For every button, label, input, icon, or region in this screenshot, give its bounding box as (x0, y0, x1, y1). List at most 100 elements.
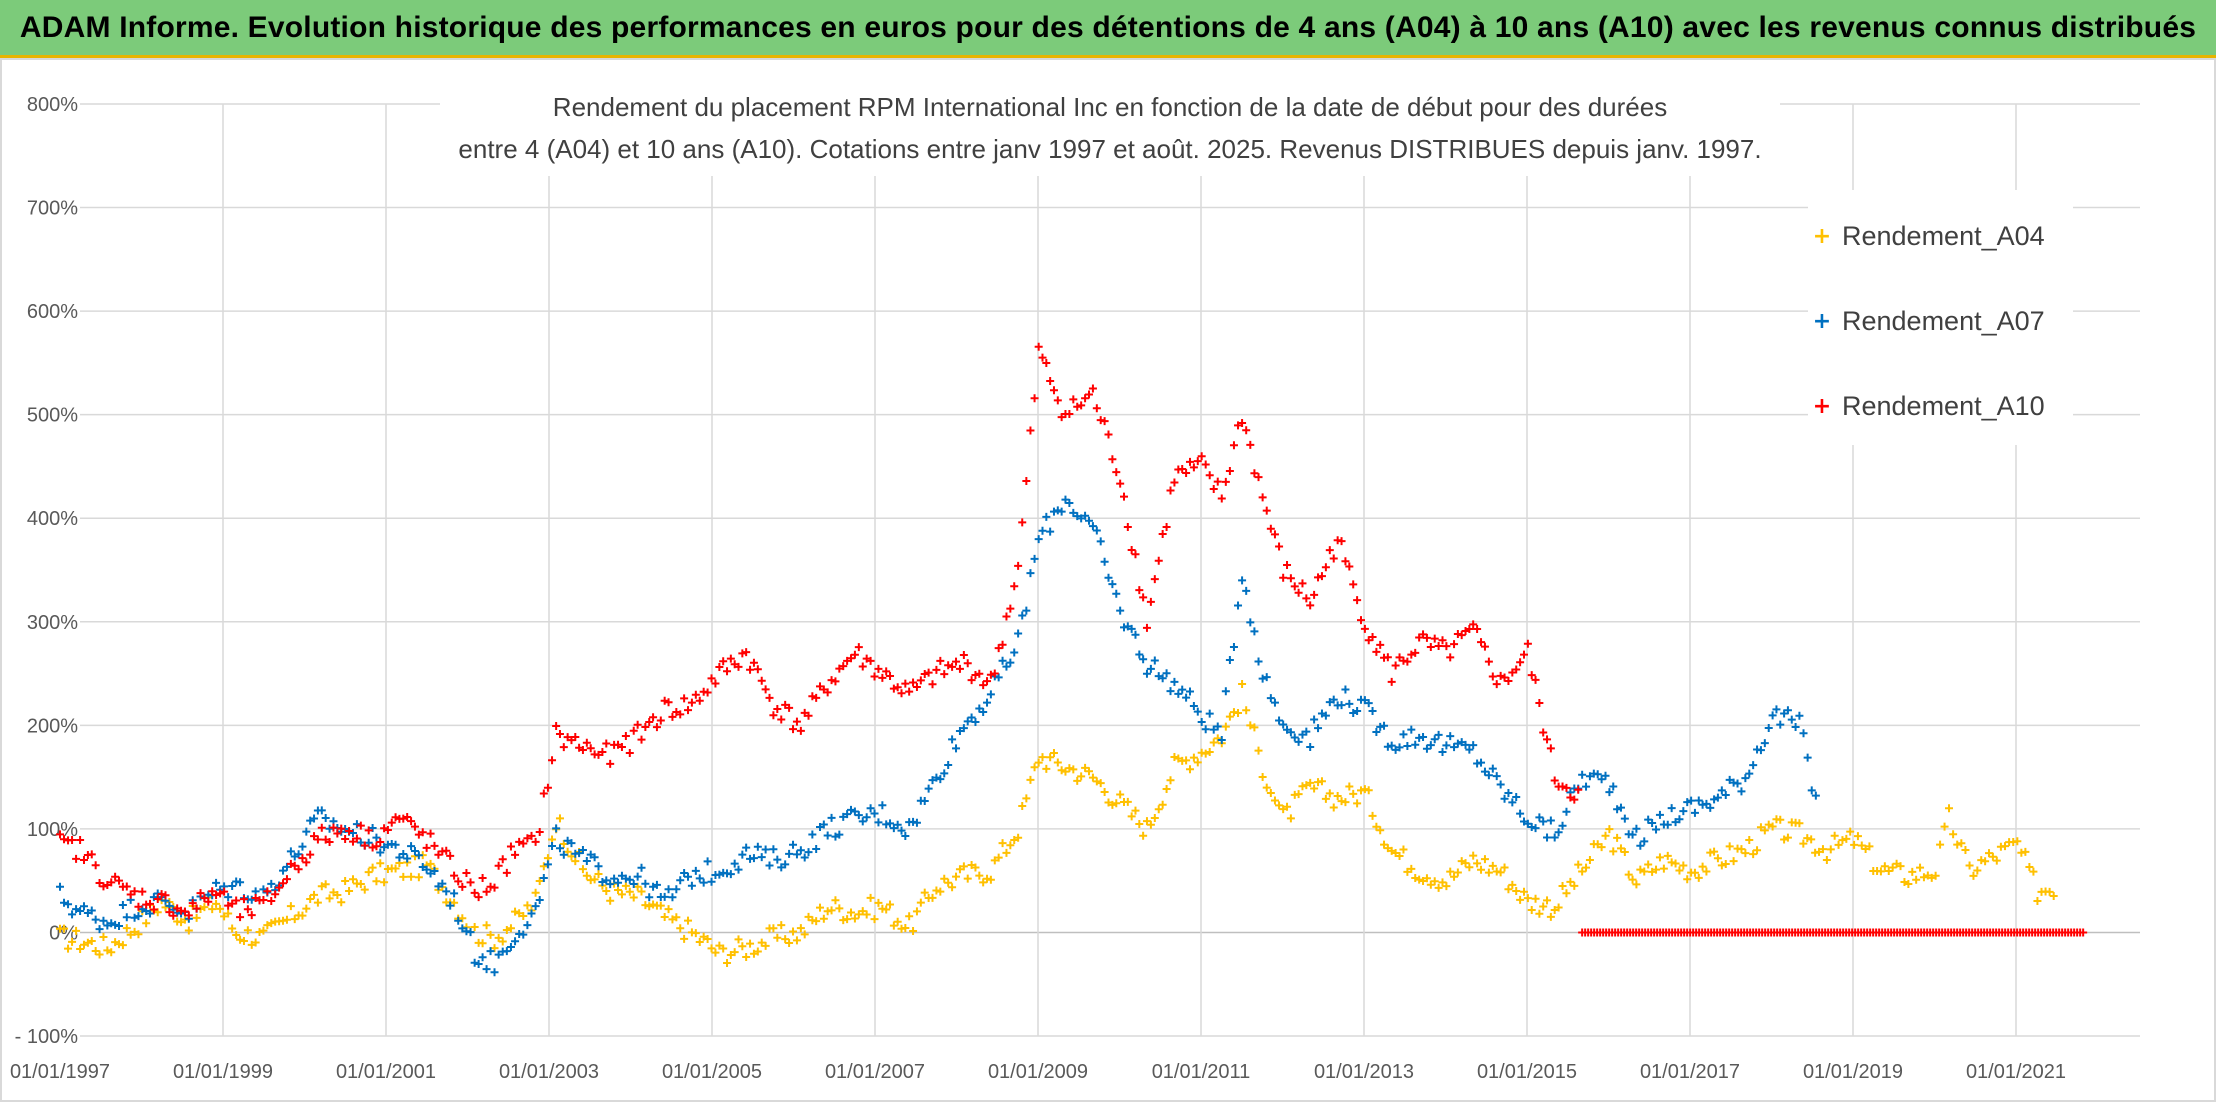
data-point (498, 855, 507, 864)
data-point (912, 683, 921, 692)
data-point (228, 924, 237, 933)
data-point (1286, 574, 1295, 583)
data-point (1803, 753, 1812, 762)
data-point (1694, 796, 1703, 805)
data-point (979, 707, 988, 716)
data-point (111, 920, 120, 929)
data-point (882, 905, 891, 914)
data-point (302, 904, 311, 913)
data-point (220, 887, 229, 896)
data-point (1667, 858, 1676, 867)
data-point (870, 809, 879, 818)
data-point (134, 930, 143, 939)
data-point (1850, 840, 1859, 849)
data-point (1535, 909, 1544, 918)
data-point (691, 866, 700, 875)
data-point (785, 939, 794, 948)
data-point (1123, 797, 1132, 806)
data-point (1341, 685, 1350, 694)
data-point (912, 907, 921, 916)
data-point (1360, 624, 1369, 633)
data-point (224, 893, 233, 902)
data-point (267, 879, 276, 888)
data-point (920, 797, 929, 806)
data-point (1294, 737, 1303, 746)
data-point (990, 669, 999, 678)
data-point (602, 739, 611, 748)
data-point (523, 834, 532, 843)
data-point (924, 668, 933, 677)
x-tick-label: 01/01/2003 (499, 1061, 599, 1083)
data-point (426, 829, 435, 838)
data-point (1679, 861, 1688, 870)
data-point (1403, 657, 1412, 666)
data-point (1652, 825, 1661, 834)
data-point (1558, 782, 1567, 791)
data-point (345, 886, 354, 895)
data-point (1189, 702, 1198, 711)
data-point (153, 895, 162, 904)
data-point (414, 851, 423, 860)
data-point (1250, 723, 1259, 732)
data-point (76, 836, 85, 845)
data-point (523, 901, 532, 910)
data-point (1446, 732, 1455, 741)
data-point (1399, 845, 1408, 854)
data-point (458, 924, 467, 933)
data-point (511, 850, 520, 859)
data-point (1574, 860, 1583, 869)
data-point (948, 735, 957, 744)
data-point (1104, 573, 1113, 582)
data-point (1446, 653, 1455, 662)
data-point (380, 878, 389, 887)
data-point (1469, 620, 1478, 629)
series-a10-zero-segment (1578, 928, 2088, 937)
data-point (1286, 814, 1295, 823)
legend-label-a07: Rendement_A07 (1842, 305, 2045, 336)
data-point (684, 872, 693, 881)
data-point (835, 904, 844, 913)
data-point (1387, 677, 1396, 686)
data-point (920, 888, 929, 897)
data-point (115, 876, 124, 885)
data-point (886, 900, 895, 909)
data-point (1896, 862, 1905, 871)
data-point (1500, 794, 1509, 803)
data-point (749, 854, 758, 863)
data-point (707, 877, 716, 886)
data-point (212, 878, 221, 887)
data-point (742, 843, 751, 852)
data-point (216, 889, 225, 898)
data-point (1246, 721, 1255, 730)
data-point (1453, 739, 1462, 748)
data-point (1512, 792, 1521, 801)
data-point (251, 938, 260, 947)
data-point (1419, 732, 1428, 741)
data-point (1158, 529, 1167, 538)
data-point (1258, 773, 1267, 782)
data-point (582, 871, 591, 880)
data-point (236, 935, 245, 944)
data-point (232, 930, 241, 939)
data-point (959, 862, 968, 871)
data-point (1279, 573, 1288, 582)
data-point (789, 725, 798, 734)
data-point (1484, 657, 1493, 666)
data-point (1450, 640, 1459, 649)
data-point (1543, 896, 1552, 905)
data-point (1496, 868, 1505, 877)
data-point (1108, 580, 1117, 589)
data-point (1438, 636, 1447, 645)
data-point (352, 834, 361, 843)
data-point (302, 827, 311, 836)
data-point (952, 657, 961, 666)
data-point (76, 944, 85, 953)
data-point (1242, 706, 1251, 715)
data-point (1846, 827, 1855, 836)
y-tick-label: 400% (27, 508, 78, 530)
data-point (1053, 506, 1062, 515)
data-point (511, 907, 520, 916)
data-point (1046, 376, 1055, 385)
data-point (680, 694, 689, 703)
